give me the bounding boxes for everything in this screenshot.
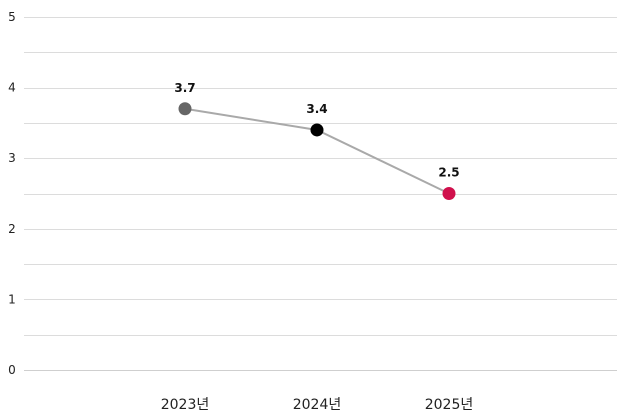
x-tick-label: 2024년 — [293, 397, 342, 411]
y-tick-label: 5 — [8, 10, 16, 24]
y-tick-label: 4 — [8, 81, 16, 95]
data-point — [442, 187, 456, 200]
data-label: 2.5 — [438, 166, 459, 180]
x-axis: 2023년 2024년 2025년 — [161, 397, 474, 411]
grid-lines — [24, 17, 617, 371]
y-tick-label: 0 — [8, 363, 16, 377]
series-line — [184, 107, 450, 195]
x-tick-label: 2023년 — [161, 397, 210, 411]
x-tick-label: 2025년 — [425, 397, 474, 411]
y-tick-label: 3 — [8, 151, 16, 165]
data-point — [178, 102, 192, 116]
data-label: 3.4 — [306, 102, 327, 116]
series-group: 3.7 3.4 2.5 — [174, 81, 460, 200]
y-tick-label: 1 — [8, 292, 16, 306]
data-point — [310, 123, 324, 137]
data-label: 3.7 — [174, 81, 195, 95]
y-axis: 0 1 2 3 4 5 — [8, 10, 16, 377]
y-tick-label: 2 — [8, 222, 16, 236]
